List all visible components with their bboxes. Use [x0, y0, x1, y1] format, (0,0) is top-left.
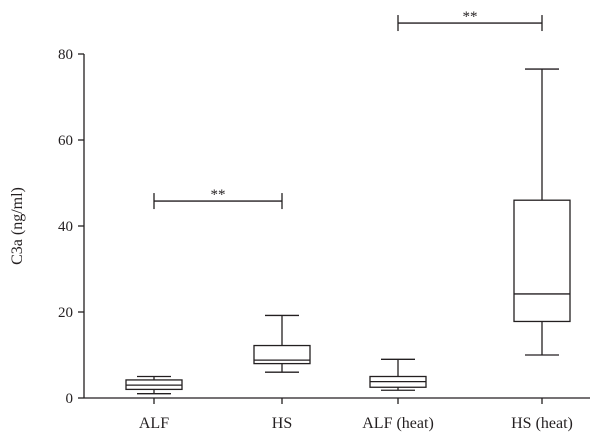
box-plot-2: [253, 314, 311, 373]
box-plot-1: [125, 375, 183, 395]
significance-label: **: [463, 9, 478, 25]
significance-bracket-2: **: [397, 9, 543, 32]
y-tick-label: 0: [66, 391, 74, 407]
box-plot-3: [369, 358, 427, 391]
x-category-label: HS: [272, 415, 292, 432]
x-category-label: ALF: [139, 415, 169, 432]
y-tick-label: 40: [58, 219, 73, 235]
x-category-label: HS (heat): [511, 415, 573, 432]
y-tick-label: 20: [58, 305, 73, 321]
box-plot-4: [513, 68, 571, 356]
x-axis-categories: ALF HS ALF (heat) HS (heat): [139, 398, 573, 432]
significance-bracket-1: **: [153, 187, 283, 210]
y-tick-label: 60: [58, 133, 73, 149]
iqr-box: [513, 199, 571, 323]
y-tick-label: 80: [58, 47, 73, 63]
boxes-layer: [125, 68, 571, 395]
x-category-label: ALF (heat): [362, 415, 434, 432]
significance-label: **: [211, 187, 226, 203]
significance-layer: ** **: [153, 9, 543, 210]
y-axis-title: C3a (ng/ml): [9, 187, 26, 265]
y-axis-ticks: 0 20 40 60 80: [58, 47, 84, 407]
iqr-box: [253, 344, 311, 365]
